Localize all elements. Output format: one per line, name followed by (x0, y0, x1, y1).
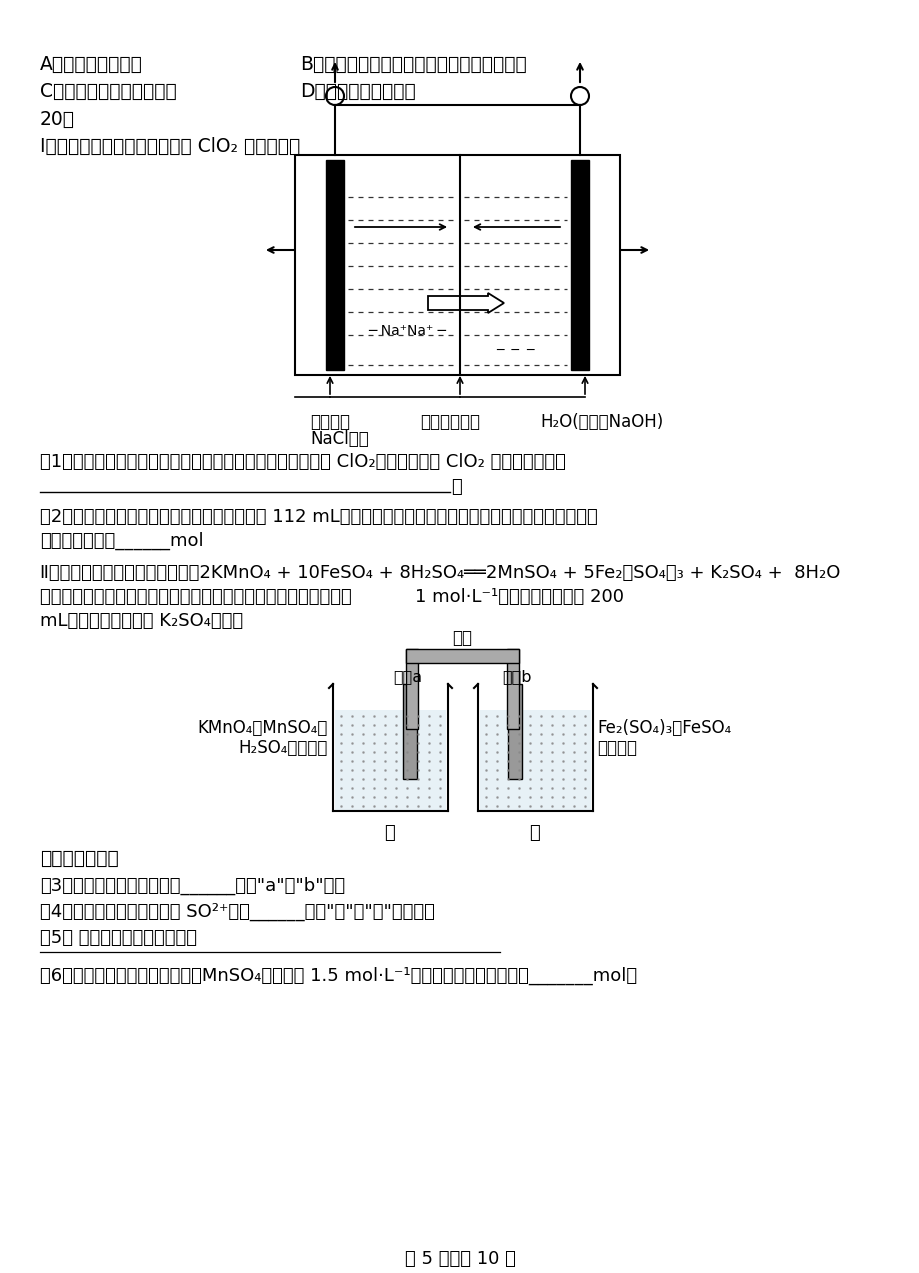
Bar (403, 684, 416, 779)
Text: NaCl溶液: NaCl溶液 (310, 430, 369, 448)
Text: C．转移溶液时有溶液溅出: C．转移溶液时有溶液溅出 (40, 81, 176, 101)
Bar (507, 684, 521, 779)
Text: H₂O(含少量NaOH): H₂O(含少量NaOH) (539, 412, 663, 432)
Text: 盐桥: 盐桥 (451, 629, 471, 647)
Text: Fe₂(SO₄)₃、FeSO₄: Fe₂(SO₄)₃、FeSO₄ (596, 719, 731, 737)
Text: 第 5 页，共 10 页: 第 5 页，共 10 页 (404, 1250, 515, 1268)
Text: D．定容时仰视刻度线: D．定容时仰视刻度线 (300, 81, 415, 101)
Text: 子的物质的量为______mol: 子的物质的量为______mol (40, 532, 203, 550)
Text: A．天平砝码已锈蚀: A．天平砝码已锈蚀 (40, 55, 142, 74)
Text: KMnO₄、MnSO₄、: KMnO₄、MnSO₄、 (198, 719, 328, 737)
Text: 混合溶液: 混合溶液 (596, 740, 636, 757)
Text: （6）若不考虑溶液的体积变化，MnSO₄浓度变为 1.5 mol·L⁻¹，则反应中转移的电子为_______mol。: （6）若不考虑溶液的体积变化，MnSO₄浓度变为 1.5 mol·L⁻¹，则反应… (40, 967, 637, 985)
Text: 。: 。 (450, 477, 461, 496)
Text: 20．: 20． (40, 109, 75, 129)
Text: H₂SO₄混合溶液: H₂SO₄混合溶液 (238, 740, 328, 757)
Text: ─  ─  ─: ─ ─ ─ (495, 345, 534, 358)
Text: 回答下列问题：: 回答下列问题： (40, 849, 119, 868)
Text: 石墨a: 石墨a (393, 670, 422, 684)
Text: 设计如下原电池，其中甲、乙两烧杯中各物质的物质的量浓度均为           1 mol·L⁻¹，溶液的体积均为 200: 设计如下原电池，其中甲、乙两烧杯中各物质的物质的量浓度均为 1 mol·L⁻¹，… (40, 588, 623, 606)
Text: Ⅰ、目前已开发出用电解法制取 ClO₂ 的新工艺。: Ⅰ、目前已开发出用电解法制取 ClO₂ 的新工艺。 (40, 137, 300, 157)
Bar (480, 710, 590, 811)
FancyArrow shape (427, 293, 504, 313)
Text: 精制饱和: 精制饱和 (310, 412, 349, 432)
Text: （4）电池工作时，盐桥中的 SO²⁺移向______（填"甲"或"乙"）烧杯。: （4）电池工作时，盐桥中的 SO²⁺移向______（填"甲"或"乙"）烧杯。 (40, 903, 435, 922)
Text: 石墨b: 石墨b (502, 670, 531, 684)
Text: B．配制过程中未用蒸馏水洗涤烧杯和玻璃棒: B．配制过程中未用蒸馏水洗涤烧杯和玻璃棒 (300, 55, 527, 74)
Text: （3）此原电池的正极是石墨______（填"a"或"b"）。: （3）此原电池的正极是石墨______（填"a"或"b"）。 (40, 877, 345, 895)
Text: Ⅱ、某研究性学习小组根据反应：2KMnO₄ + 10FeSO₄ + 8H₂SO₄══2MnSO₄ + 5Fe₂（SO₄）₃ + K₂SO₄ +  8H₂O: Ⅱ、某研究性学习小组根据反应：2KMnO₄ + 10FeSO₄ + 8H₂SO₄… (40, 564, 839, 582)
Text: ─ Na⁺Na⁺ ─: ─ Na⁺Na⁺ ─ (368, 325, 446, 339)
Bar (506, 649, 518, 729)
Bar (405, 649, 417, 729)
Text: （2）电解一段时间，当阳极产生的气体体积为 112 mL（标准状况）时，停止电解。通过阳离子交换膜的阳离: （2）电解一段时间，当阳极产生的气体体积为 112 mL（标准状况）时，停止电解… (40, 508, 597, 526)
Text: （5） 甲烧杯中的电极反应式为: （5） 甲烧杯中的电极反应式为 (40, 929, 197, 947)
Text: （1）图中用石墨做电极，在一定条件下电解饱和食盐水制取 ClO₂。则阳极产生 ClO₂ 的电极反应式为: （1）图中用石墨做电极，在一定条件下电解饱和食盐水制取 ClO₂。则阳极产生 C… (40, 453, 565, 471)
Bar (405, 649, 518, 663)
Bar (335, 710, 446, 811)
Bar (325, 160, 344, 370)
Text: 乙: 乙 (529, 824, 539, 841)
Bar (571, 160, 588, 370)
Text: 阳离子交换膜: 阳离子交换膜 (420, 412, 480, 432)
Bar (295, 155, 619, 376)
Text: mL，盐桥中装有饱和 K₂SO₄溶液。: mL，盐桥中装有饱和 K₂SO₄溶液。 (40, 612, 243, 630)
Text: 甲: 甲 (384, 824, 395, 841)
